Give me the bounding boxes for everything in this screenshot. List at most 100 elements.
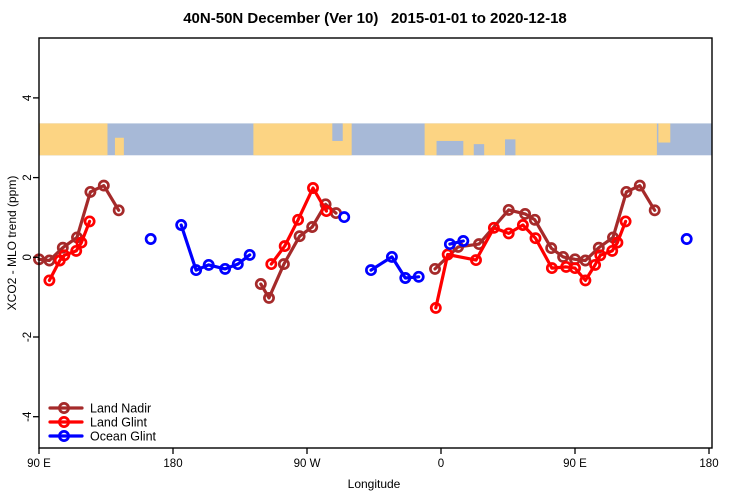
data-point-land-nadir — [545, 242, 558, 255]
data-point-land-nadir — [620, 185, 633, 198]
data-point-land-nadir — [277, 258, 290, 271]
map-band-ocean-chip — [436, 140, 464, 156]
series-line-land-glint — [47, 219, 92, 282]
data-point-land-nadir — [254, 278, 267, 290]
data-point-ocean-glint — [231, 258, 244, 271]
data-point-land-glint — [611, 236, 624, 249]
data-point-land-glint — [278, 240, 291, 253]
plot-border — [38, 37, 713, 449]
data-point-land-glint — [529, 232, 542, 245]
data-point-land-nadir — [579, 254, 592, 267]
data-point-land-nadir — [263, 291, 275, 304]
y-tick-label: 2 — [22, 174, 34, 180]
data-point-land-glint — [58, 249, 71, 262]
series-line-ocean-glint — [179, 223, 252, 272]
x-tick-label: 180 — [163, 458, 182, 470]
data-point-land-glint — [307, 182, 319, 194]
data-point-land-nadir — [502, 203, 515, 216]
map-band-land-segment — [39, 123, 108, 156]
chart-title: 40N-50N December (Ver 10) 2015-01-01 to … — [183, 10, 567, 27]
data-point-land-nadir — [528, 213, 541, 226]
data-point-ocean-glint — [144, 233, 157, 245]
data-point-land-nadir — [519, 207, 532, 220]
data-point-ocean-glint — [680, 233, 693, 245]
x-tick-label: 0 — [438, 458, 444, 470]
data-point-ocean-glint — [219, 262, 232, 275]
series-line-land-nadir — [433, 184, 657, 271]
data-point-land-nadir — [112, 204, 125, 217]
data-point-land-nadir — [648, 204, 661, 217]
x-tick-label: 90 E — [563, 458, 587, 470]
series-line-ocean-glint — [369, 255, 421, 280]
data-point-land-glint — [594, 249, 607, 262]
series-line-land-glint — [434, 219, 628, 310]
y-axis-title: XCO2 - MLO trend (ppm) — [5, 175, 19, 311]
y-tick-label: -4 — [22, 411, 34, 422]
legend-label: Ocean Glint — [90, 430, 157, 444]
series-line-land-nadir — [37, 184, 121, 263]
data-point-land-glint — [516, 219, 529, 231]
legend-marker-ocean-glint — [58, 430, 70, 442]
data-point-land-nadir — [97, 179, 110, 192]
data-point-land-glint — [83, 215, 96, 228]
legend-item-land-nadir: Land Nadir — [48, 402, 151, 416]
data-point-land-glint — [569, 262, 581, 275]
data-point-land-glint — [75, 236, 88, 249]
data-point-land-glint — [502, 227, 515, 240]
map-band-land-chip — [114, 137, 124, 156]
data-point-ocean-glint — [202, 258, 215, 271]
data-point-land-nadir — [429, 262, 441, 275]
data-point-ocean-glint — [399, 272, 412, 284]
data-point-land-glint — [429, 301, 442, 314]
data-point-ocean-glint — [175, 219, 188, 231]
data-point-ocean-glint — [385, 250, 398, 263]
x-tick-label: 180 — [699, 458, 718, 470]
data-point-land-glint — [487, 221, 500, 234]
data-point-land-glint — [441, 248, 454, 261]
data-point-land-glint — [619, 215, 632, 228]
x-axis-title: Longitude — [347, 477, 401, 491]
data-point-land-glint — [70, 244, 83, 257]
x-tick-label: 90 E — [27, 458, 51, 470]
data-point-ocean-glint — [243, 248, 256, 261]
data-point-land-glint — [470, 254, 482, 267]
data-point-land-nadir — [557, 250, 570, 263]
map-band-ocean-chip — [332, 123, 343, 141]
map-band-ocean-chip — [473, 144, 485, 156]
data-point-land-nadir — [56, 241, 69, 254]
axis-layer: 90 E 180 90 W 0 90 E 180 4 2 0 -2 -4 — [22, 94, 719, 470]
series-layer — [33, 179, 693, 314]
data-point-land-nadir — [84, 185, 97, 198]
data-point-land-glint — [606, 244, 619, 257]
y-tick-label: 4 — [22, 94, 34, 101]
data-point-ocean-glint — [457, 235, 470, 247]
y-tick-label: 0 — [22, 254, 34, 260]
data-point-ocean-glint — [338, 211, 351, 224]
legend-label: Land Glint — [90, 416, 148, 430]
data-point-land-glint — [545, 262, 558, 275]
legend-item-land-glint: Land Glint — [48, 416, 148, 430]
map-band-land-chip — [658, 123, 671, 143]
data-point-ocean-glint — [412, 270, 425, 283]
data-point-land-nadir — [306, 221, 319, 233]
legend-marker-land-glint — [58, 416, 70, 428]
series-line-ocean-glint — [448, 239, 465, 246]
data-point-land-nadir — [633, 179, 646, 192]
data-point-ocean-glint — [190, 264, 203, 277]
x-tick-label: 90 W — [294, 458, 321, 470]
series-line-land-glint — [269, 186, 328, 266]
data-point-land-nadir — [293, 230, 306, 243]
map-band-ocean-chip — [505, 139, 516, 156]
data-point-land-glint — [579, 274, 592, 287]
data-point-land-glint — [43, 274, 56, 287]
data-point-land-glint — [320, 205, 333, 218]
legend-label: Land Nadir — [90, 402, 151, 416]
legend-marker-land-nadir — [58, 402, 70, 414]
legend-item-ocean-glint: Ocean Glint — [48, 430, 157, 444]
data-point-ocean-glint — [365, 264, 377, 277]
map-band — [39, 123, 712, 156]
data-point-land-glint — [292, 213, 305, 226]
